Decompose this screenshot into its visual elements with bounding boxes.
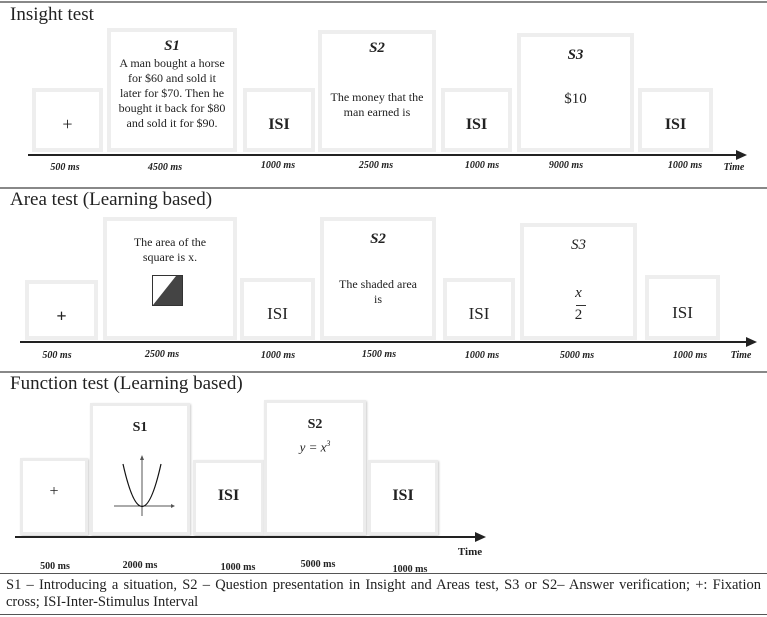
s1-text: A man bought a horse for $60 and sold it… (118, 56, 226, 130)
time-axis (20, 341, 748, 343)
duration-label: 5000 ms (559, 350, 595, 361)
duration-label: 9000 ms (548, 160, 584, 171)
s2-text: The shaded area is (339, 277, 417, 306)
s2-box: S2 y = x3 (264, 400, 366, 535)
s1-box: S1 (90, 403, 190, 535)
time-axis-label: Time (457, 546, 483, 558)
duration-label: 5000 ms (300, 559, 336, 570)
s3-box: S3 $10 (517, 33, 634, 152)
arrow-head-icon (475, 532, 486, 542)
s3-label: S3 (571, 237, 586, 253)
panel-title-function: Function test (Learning based) (10, 373, 243, 394)
isi-label: ISI (664, 116, 687, 133)
s1-box: The area of the square is x. (103, 217, 237, 340)
fraction-denominator: 2 (574, 307, 583, 323)
s2-label: S2 (307, 417, 323, 432)
duration-label: 2000 ms (122, 560, 158, 571)
duration-label: 1000 ms (464, 160, 500, 171)
isi-box: ISI (443, 278, 515, 340)
fixation-box: + (20, 458, 88, 535)
divider (0, 371, 767, 373)
isi-box: ISI (638, 88, 713, 152)
fixation-cross: + (56, 306, 67, 326)
isi-box: ISI (243, 88, 315, 152)
s2-box: S2 The money that the man earned is (318, 30, 436, 152)
isi-box: ISI (441, 88, 512, 152)
fixation-box: + (32, 88, 103, 152)
s2-box: S2 The shaded area is (320, 217, 436, 340)
divider (0, 573, 767, 574)
parabola-graph-icon (114, 455, 175, 516)
duration-label: 1000 ms (667, 160, 703, 171)
isi-label: ISI (672, 303, 693, 322)
time-axis (28, 154, 738, 156)
duration-label: 500 ms (50, 162, 80, 173)
caption: S1 – Introducing a situation, S2 – Quest… (6, 577, 761, 610)
panel-title-area: Area test (Learning based) (10, 189, 213, 210)
fixation-cross: + (49, 483, 59, 500)
duration-label: 1000 ms (464, 350, 500, 361)
isi-label: ISI (267, 304, 288, 323)
duration-label: 500 ms (40, 561, 70, 572)
s2-text: The money that the man earned is (330, 90, 424, 119)
isi-label: ISI (268, 116, 290, 133)
duration-label: 500 ms (42, 350, 72, 361)
s1-label: S1 (164, 38, 180, 54)
duration-label: 2500 ms (358, 160, 394, 171)
isi-label: ISI (217, 487, 240, 504)
s3-label: S3 (567, 47, 584, 63)
time-axis-label: Time (730, 350, 752, 361)
duration-label: 1000 ms (220, 562, 256, 573)
divider (0, 1, 767, 3)
s2-equation: y = x3 (267, 439, 363, 455)
isi-label: ISI (392, 487, 414, 504)
time-axis-label: Time (723, 162, 745, 173)
divider (0, 187, 767, 189)
duration-label: 1000 ms (672, 350, 708, 361)
duration-label: 2500 ms (144, 349, 180, 360)
divider (0, 614, 767, 615)
s1-label: S1 (132, 420, 148, 435)
isi-box: ISI (368, 460, 438, 535)
s3-text: $10 (564, 91, 587, 107)
isi-box: ISI (240, 278, 315, 340)
duration-label: 1000 ms (392, 564, 428, 575)
isi-box: ISI (193, 460, 264, 535)
s1-text: The area of the square is x. (133, 235, 207, 264)
fixation-cross: + (62, 114, 73, 134)
time-axis (15, 536, 477, 538)
s1-box: S1 A man bought a horse for $60 and sold… (107, 28, 237, 152)
arrow-head-icon (736, 150, 747, 160)
s2-label: S2 (370, 231, 386, 247)
duration-label: 4500 ms (147, 162, 183, 173)
isi-label: ISI (465, 116, 488, 133)
s2-label: S2 (369, 40, 385, 56)
duration-label: 1500 ms (361, 349, 397, 360)
duration-label: 1000 ms (260, 160, 296, 171)
duration-label: 1000 ms (260, 350, 296, 361)
isi-label: ISI (468, 304, 490, 323)
equation-exponent: 3 (326, 439, 331, 448)
arrow-head-icon (746, 337, 757, 347)
fraction-numerator: x (575, 285, 582, 301)
panel-title-insight: Insight test (10, 4, 94, 25)
equation-text: y = x (299, 439, 327, 455)
fraction-bar (576, 305, 586, 306)
isi-box: ISI (645, 275, 720, 340)
shaded-square-icon (152, 275, 183, 306)
fixation-box: + (25, 280, 98, 340)
s3-box: S3 x 2 (520, 223, 637, 340)
